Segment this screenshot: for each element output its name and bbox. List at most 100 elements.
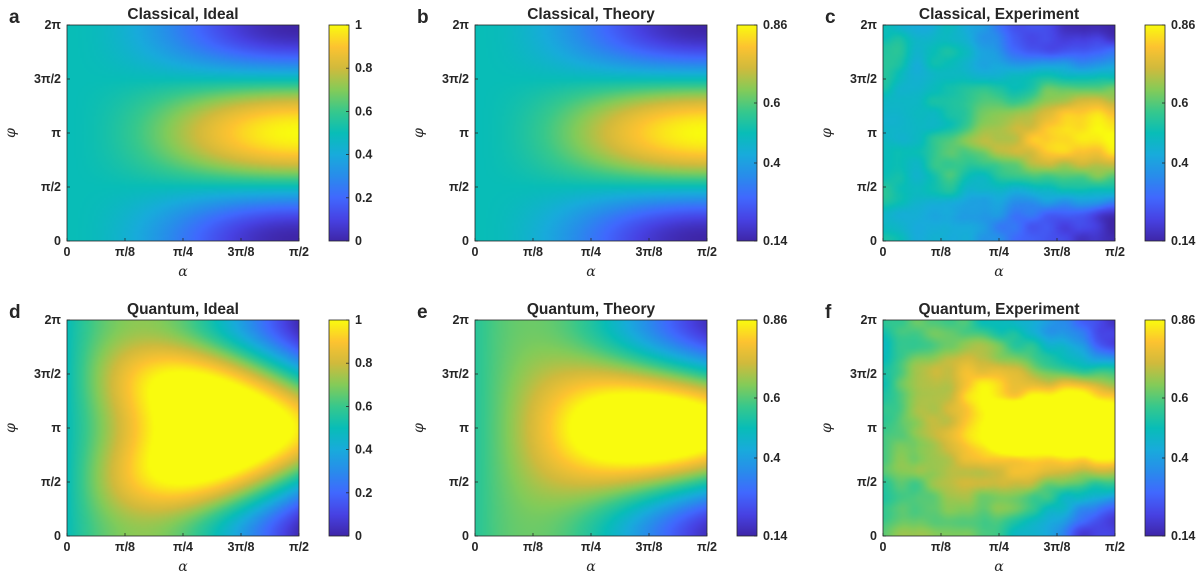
y-axis-label: φ (819, 128, 835, 138)
x-tick-label: 3π/8 (1044, 245, 1071, 259)
x-tick-label: π/2 (1105, 540, 1125, 554)
panel-title: Quantum, Ideal (127, 301, 239, 318)
y-tick-label: 0 (462, 529, 469, 543)
heatmap-image (475, 320, 707, 536)
y-tick-label: π (51, 421, 61, 435)
colorbar-tick-label: 0.14 (763, 234, 787, 248)
colorbar-tick-label: 0.2 (355, 191, 372, 205)
colorbar-tick-label: 0.86 (1171, 18, 1195, 32)
colorbar-tick-label: 0.8 (355, 61, 372, 75)
x-axis-label: α (994, 559, 1004, 575)
colorbar-tick-label: 0.8 (355, 356, 372, 370)
x-axis-label: α (178, 559, 188, 575)
panel-b: b Classical, Theory 0 π/8 π/4 3π/8 π/2 α 0 π/2 π 3π… (411, 6, 787, 280)
y-tick-label: π/2 (857, 180, 877, 194)
y-tick-label: 0 (462, 234, 469, 248)
y-tick-label: π (867, 126, 877, 140)
y-tick-label: π (51, 126, 61, 140)
colorbar-tick-label: 1 (355, 18, 362, 32)
x-axis-label: α (994, 264, 1004, 280)
panel-e: e Quantum, Theory 0 π/8 π/4 3π/8 π/2 α 0 π/2 π 3π/2… (411, 301, 787, 575)
colorbar-tick-label: 0.4 (1171, 451, 1188, 465)
panel-letter: b (417, 7, 429, 28)
y-tick-label: 0 (870, 234, 877, 248)
y-tick-label: 0 (54, 529, 61, 543)
y-tick-label: 2π (452, 313, 469, 327)
y-tick-label: 3π/2 (850, 72, 877, 86)
y-axis-label: φ (3, 128, 19, 138)
colorbar-frame (736, 24, 758, 242)
y-tick-label: π/2 (857, 475, 877, 489)
colorbar-tick-label: 0.2 (355, 486, 372, 500)
panel-title: Classical, Theory (527, 6, 655, 23)
colorbar-tick-label: 0.4 (355, 148, 372, 162)
heatmap-image (67, 320, 299, 536)
colorbar-tick-label: 0.86 (1171, 313, 1195, 327)
colorbar-tick-label: 0.4 (763, 451, 780, 465)
colorbar-tick-label: 0.14 (763, 529, 787, 543)
x-tick-label: 0 (64, 245, 71, 259)
colorbar-tick-label: 0.6 (355, 399, 372, 413)
heatmap-image (883, 320, 1115, 536)
x-tick-label: π/4 (173, 540, 193, 554)
x-tick-label: 0 (880, 540, 887, 554)
y-tick-label: 3π/2 (850, 367, 877, 381)
y-tick-label: 3π/2 (442, 367, 469, 381)
panel-letter: d (9, 302, 21, 323)
heatmap-image (883, 25, 1115, 241)
y-axis-label: φ (819, 423, 835, 433)
x-axis-label: α (586, 264, 596, 280)
x-tick-label: 3π/8 (636, 245, 663, 259)
panel-letter: f (825, 302, 832, 323)
colorbar-tick-label: 0.6 (355, 104, 372, 118)
y-axis-label: φ (3, 423, 19, 433)
colorbar (1145, 320, 1165, 536)
colorbar-tick-label: 0.6 (763, 391, 780, 405)
x-tick-label: 0 (472, 540, 479, 554)
colorbar (329, 25, 349, 241)
colorbar (737, 25, 757, 241)
colorbar-tick-label: 0.6 (1171, 96, 1188, 110)
panel-title: Classical, Experiment (919, 6, 1079, 23)
panel-a: a Classical, Ideal 0 π/8 π/4 3π/8 π/2 α 0 π/2 π 3π/… (3, 6, 372, 280)
y-tick-label: π/2 (41, 475, 61, 489)
x-tick-label: 3π/8 (228, 540, 255, 554)
heatmap-image (67, 25, 299, 241)
colorbar-tick-label: 0.86 (763, 313, 787, 327)
panel-title: Quantum, Theory (527, 301, 656, 318)
colorbar (1145, 25, 1165, 241)
x-tick-label: 0 (880, 245, 887, 259)
x-tick-label: 0 (64, 540, 71, 554)
x-tick-label: π/8 (115, 540, 135, 554)
y-tick-label: π/2 (449, 180, 469, 194)
colorbar-tick-label: 0.14 (1171, 234, 1195, 248)
colorbar (329, 320, 349, 536)
panel-letter: c (825, 7, 836, 28)
y-axis-label: φ (411, 423, 427, 433)
y-tick-label: 3π/2 (34, 72, 61, 86)
y-tick-label: 2π (44, 313, 61, 327)
colorbar-tick-label: 0.6 (763, 96, 780, 110)
y-tick-label: 2π (452, 18, 469, 32)
heatmap-image (475, 25, 707, 241)
x-tick-label: π/8 (931, 245, 951, 259)
y-tick-label: 3π/2 (34, 367, 61, 381)
x-tick-label: π/4 (989, 245, 1009, 259)
y-tick-label: 2π (860, 313, 877, 327)
y-tick-label: 2π (44, 18, 61, 32)
x-tick-label: π/2 (289, 540, 309, 554)
y-tick-label: 0 (870, 529, 877, 543)
colorbar-tick-label: 1 (355, 313, 362, 327)
x-tick-label: π/4 (581, 245, 601, 259)
colorbar (737, 320, 757, 536)
y-tick-label: π (867, 421, 877, 435)
colorbar-frame (736, 319, 758, 537)
x-tick-label: π/2 (697, 245, 717, 259)
x-tick-label: 3π/8 (636, 540, 663, 554)
y-tick-label: 0 (54, 234, 61, 248)
y-tick-label: π/2 (41, 180, 61, 194)
x-tick-label: 3π/8 (228, 245, 255, 259)
x-tick-label: π/4 (581, 540, 601, 554)
colorbar-tick-label: 0 (355, 234, 362, 248)
